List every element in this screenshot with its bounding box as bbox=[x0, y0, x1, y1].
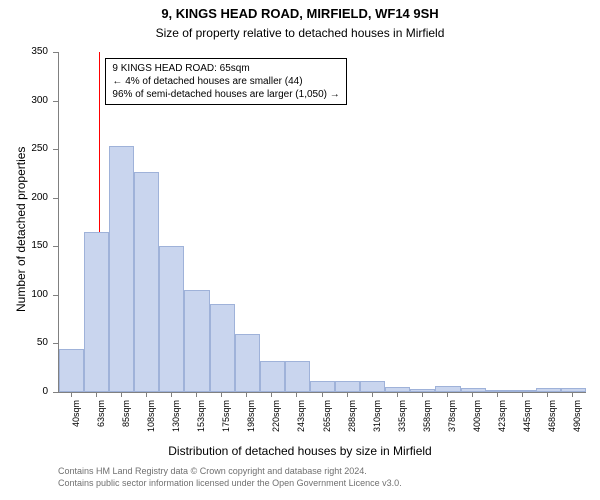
histogram-bar bbox=[134, 172, 159, 393]
x-tick-mark bbox=[397, 392, 398, 397]
x-tick-label: 243sqm bbox=[296, 400, 306, 450]
x-tick-label: 40sqm bbox=[71, 400, 81, 450]
info-line-2: ← 4% of detached houses are smaller (44) bbox=[112, 75, 339, 88]
y-tick-mark bbox=[53, 392, 58, 393]
y-tick-mark bbox=[53, 246, 58, 247]
histogram-bar bbox=[210, 304, 235, 392]
histogram-bar bbox=[511, 390, 536, 392]
x-tick-mark bbox=[271, 392, 272, 397]
x-tick-mark bbox=[121, 392, 122, 397]
y-tick-mark bbox=[53, 52, 58, 53]
y-tick-label: 350 bbox=[0, 46, 48, 57]
histogram-bar bbox=[184, 290, 209, 392]
plot-area: 9 KINGS HEAD ROAD: 65sqm ← 4% of detache… bbox=[58, 52, 586, 393]
y-tick-mark bbox=[53, 149, 58, 150]
histogram-bar bbox=[159, 246, 184, 392]
x-tick-mark bbox=[547, 392, 548, 397]
x-tick-label: 265sqm bbox=[322, 400, 332, 450]
x-tick-label: 85sqm bbox=[121, 400, 131, 450]
x-tick-mark bbox=[221, 392, 222, 397]
footer-line-2: Contains public sector information licen… bbox=[58, 478, 402, 490]
chart-container: 9, KINGS HEAD ROAD, MIRFIELD, WF14 9SH S… bbox=[0, 0, 600, 500]
x-tick-mark bbox=[146, 392, 147, 397]
histogram-bar bbox=[84, 232, 109, 392]
x-tick-label: 175sqm bbox=[221, 400, 231, 450]
x-tick-label: 423sqm bbox=[497, 400, 507, 450]
x-tick-label: 468sqm bbox=[547, 400, 557, 450]
histogram-bar bbox=[235, 334, 260, 392]
y-tick-mark bbox=[53, 198, 58, 199]
x-tick-label: 220sqm bbox=[271, 400, 281, 450]
histogram-bar bbox=[109, 146, 134, 392]
y-tick-label: 100 bbox=[0, 289, 48, 300]
footer: Contains HM Land Registry data © Crown c… bbox=[58, 466, 402, 489]
y-tick-label: 250 bbox=[0, 143, 48, 154]
histogram-bar bbox=[486, 390, 511, 392]
histogram-bar bbox=[461, 388, 486, 392]
footer-line-1: Contains HM Land Registry data © Crown c… bbox=[58, 466, 402, 478]
histogram-bar bbox=[561, 388, 586, 392]
chart-subtitle: Size of property relative to detached ho… bbox=[0, 26, 600, 40]
info-line-1: 9 KINGS HEAD ROAD: 65sqm bbox=[112, 62, 339, 75]
y-tick-mark bbox=[53, 295, 58, 296]
y-tick-label: 300 bbox=[0, 95, 48, 106]
x-tick-mark bbox=[522, 392, 523, 397]
x-tick-label: 400sqm bbox=[472, 400, 482, 450]
y-tick-mark bbox=[53, 343, 58, 344]
x-tick-mark bbox=[296, 392, 297, 397]
histogram-bar bbox=[410, 389, 435, 392]
histogram-bar bbox=[59, 349, 84, 392]
x-tick-label: 445sqm bbox=[522, 400, 532, 450]
x-tick-label: 153sqm bbox=[196, 400, 206, 450]
chart-title: 9, KINGS HEAD ROAD, MIRFIELD, WF14 9SH bbox=[0, 6, 600, 21]
x-tick-mark bbox=[96, 392, 97, 397]
histogram-bar bbox=[435, 386, 460, 392]
x-tick-mark bbox=[246, 392, 247, 397]
x-tick-label: 63sqm bbox=[96, 400, 106, 450]
x-tick-mark bbox=[572, 392, 573, 397]
info-box: 9 KINGS HEAD ROAD: 65sqm ← 4% of detache… bbox=[105, 58, 346, 105]
x-tick-label: 310sqm bbox=[372, 400, 382, 450]
histogram-bar bbox=[385, 387, 410, 392]
x-tick-label: 335sqm bbox=[397, 400, 407, 450]
y-tick-label: 0 bbox=[0, 386, 48, 397]
histogram-bar bbox=[310, 381, 335, 392]
y-axis-label: Number of detached properties bbox=[14, 147, 28, 312]
histogram-bar bbox=[285, 361, 310, 392]
x-tick-mark bbox=[71, 392, 72, 397]
y-tick-mark bbox=[53, 101, 58, 102]
x-tick-label: 108sqm bbox=[146, 400, 156, 450]
x-tick-label: 358sqm bbox=[422, 400, 432, 450]
x-tick-mark bbox=[447, 392, 448, 397]
x-tick-label: 490sqm bbox=[572, 400, 582, 450]
x-tick-label: 288sqm bbox=[347, 400, 357, 450]
y-tick-label: 150 bbox=[0, 240, 48, 251]
histogram-bar bbox=[260, 361, 285, 392]
y-tick-label: 50 bbox=[0, 337, 48, 348]
x-tick-mark bbox=[497, 392, 498, 397]
info-line-3: 96% of semi-detached houses are larger (… bbox=[112, 88, 339, 101]
x-tick-mark bbox=[171, 392, 172, 397]
x-tick-mark bbox=[347, 392, 348, 397]
histogram-bar bbox=[360, 381, 385, 392]
x-tick-mark bbox=[372, 392, 373, 397]
x-tick-mark bbox=[422, 392, 423, 397]
x-tick-mark bbox=[472, 392, 473, 397]
x-tick-mark bbox=[196, 392, 197, 397]
histogram-bar bbox=[536, 388, 561, 392]
histogram-bar bbox=[335, 381, 360, 392]
y-tick-label: 200 bbox=[0, 192, 48, 203]
x-tick-label: 378sqm bbox=[447, 400, 457, 450]
x-tick-label: 198sqm bbox=[246, 400, 256, 450]
x-tick-mark bbox=[322, 392, 323, 397]
x-tick-label: 130sqm bbox=[171, 400, 181, 450]
